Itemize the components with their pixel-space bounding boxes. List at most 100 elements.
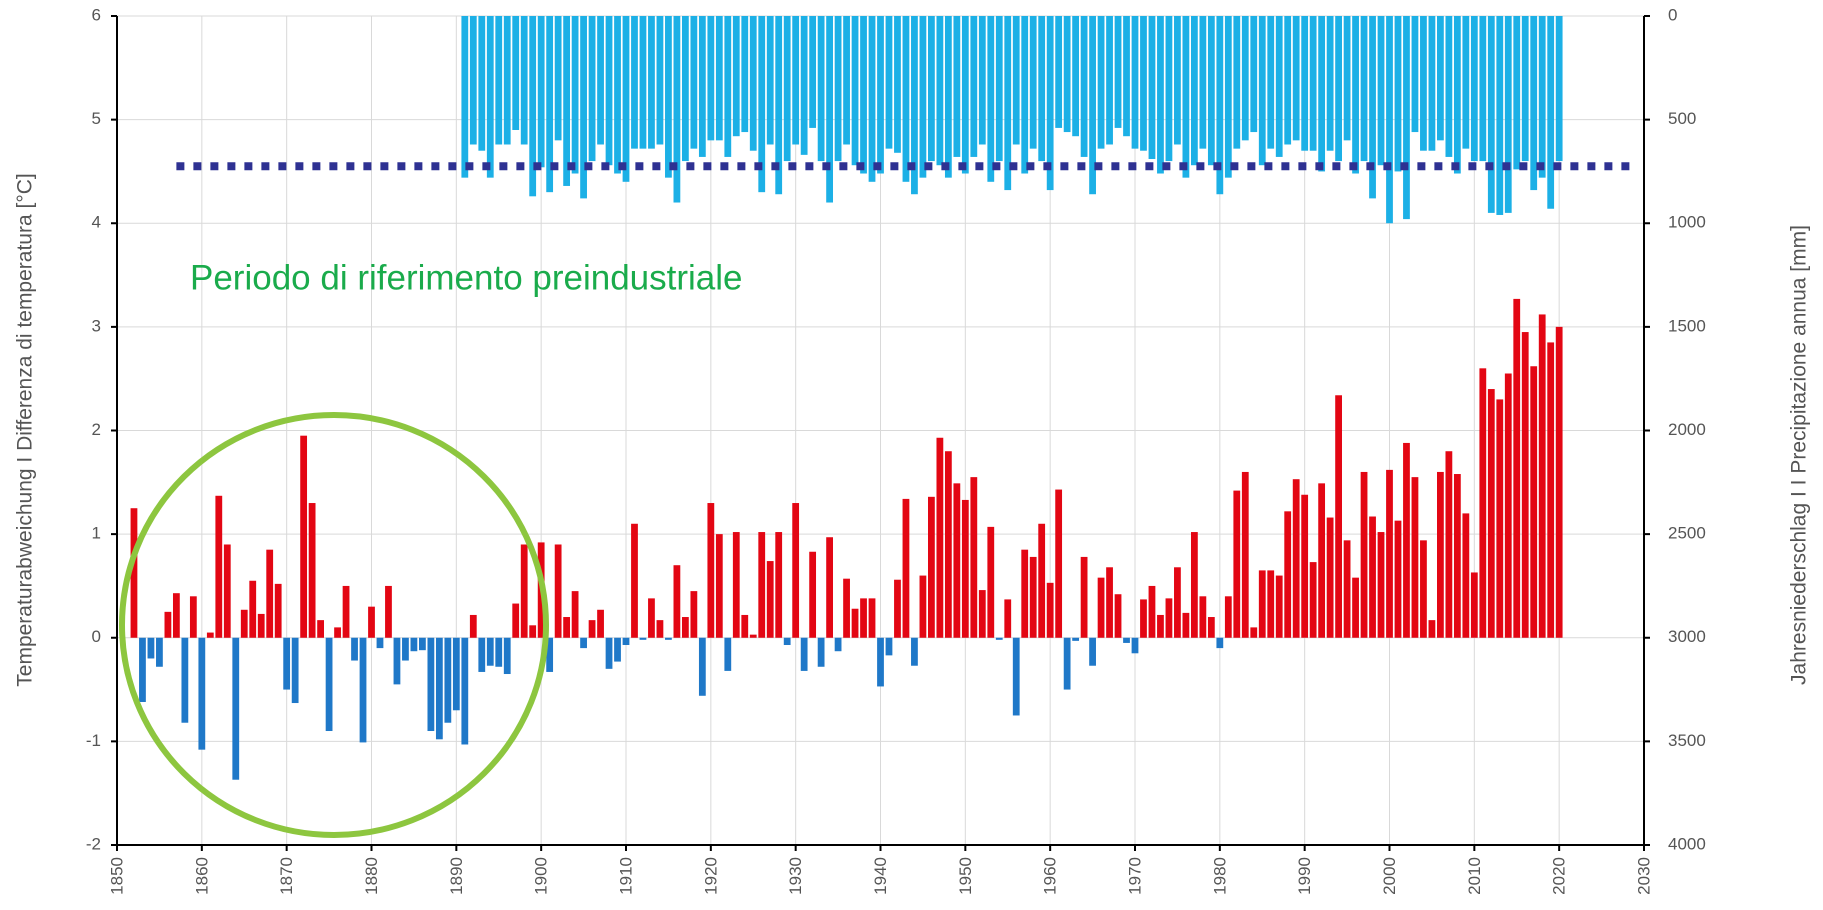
temperature-bar [1174, 567, 1181, 638]
temperature-bar [206, 632, 214, 638]
precipitation-bar [546, 16, 554, 193]
temperature-bar [1258, 570, 1266, 638]
precipitation-bar [911, 16, 918, 195]
temperature-bar [970, 477, 978, 638]
precipitation-bar [1275, 16, 1283, 157]
precipitation-bar [614, 16, 621, 174]
y-tick-label: 4 [92, 213, 101, 232]
temperature-bar [944, 451, 952, 638]
temperature-bar [1513, 298, 1521, 638]
temperature-bar [563, 617, 571, 638]
temperature-bar [520, 544, 528, 638]
precipitation-bar [919, 16, 927, 178]
temperature-bar [978, 590, 986, 638]
temperature-bar [291, 637, 299, 704]
precipitation-bar [961, 16, 969, 174]
temperature-bar [1267, 570, 1275, 638]
temperature-bar [427, 637, 435, 732]
temperature-bar [673, 565, 681, 638]
precipitation-bar [1504, 16, 1512, 213]
precipitation-bar [1029, 16, 1037, 149]
precipitation-bar [605, 16, 613, 166]
precipitation-bar [1004, 16, 1012, 191]
temperature-bar [800, 637, 808, 671]
temperature-bar [953, 483, 961, 638]
temperature-bar [232, 637, 240, 780]
precipitation-bar [1411, 16, 1419, 133]
precipitation-bar [877, 16, 884, 174]
temperature-bar [826, 537, 833, 638]
temperature-bar [1555, 326, 1563, 638]
x-tick-label: 1990 [1295, 857, 1314, 895]
temperature-bar [588, 620, 596, 638]
temperature-bar [308, 503, 316, 638]
precipitation-bar [1241, 16, 1249, 141]
temperature-bar [1250, 627, 1258, 638]
temperature-bar [809, 551, 817, 638]
precipitation-bar [766, 16, 774, 145]
temperature-bar [181, 637, 189, 723]
precipitation-bar [944, 16, 952, 178]
y2-axis-label: Jahresniederschlag I I Precipitazione an… [1788, 225, 1811, 685]
y-tick-label: 3 [92, 316, 101, 335]
precipitation-bar [1369, 16, 1376, 199]
temperature-bar [885, 637, 893, 656]
precipitation-bar [1148, 16, 1156, 160]
temperature-bar [894, 579, 901, 638]
temperature-bar [1165, 598, 1173, 638]
precipitation-bar [1420, 16, 1427, 151]
precipitation-bar [580, 16, 587, 199]
temperature-bar [707, 503, 715, 638]
precipitation-bar [1462, 16, 1470, 149]
precipitation-bar [1174, 16, 1181, 145]
temperature-bar [1123, 637, 1130, 643]
precipitation-bar [1080, 16, 1088, 157]
temperature-bar [368, 606, 375, 638]
precipitation-bar [851, 16, 859, 166]
temperature-bar [486, 637, 494, 666]
x-tick-label: 2000 [1380, 857, 1399, 895]
temperature-bar [1309, 562, 1317, 638]
temperature-bar [749, 634, 757, 638]
temperature-bar [1411, 477, 1419, 638]
y-tick-label: 2 [92, 420, 101, 439]
x-tick-label: 1970 [1125, 857, 1144, 895]
temperature-bar [215, 495, 223, 638]
temperature-bar [783, 637, 791, 646]
y-tick-label: -1 [86, 731, 101, 750]
precipitation-bar [1250, 16, 1258, 133]
precipitation-bar [1199, 16, 1207, 149]
precipitation-bar [1123, 16, 1130, 137]
temperature-bar [1530, 366, 1538, 638]
temperature-bar [385, 585, 392, 638]
temperature-bar [843, 578, 850, 638]
temperature-bar [130, 508, 138, 638]
temperature-bar [1453, 474, 1461, 638]
precipitation-bar [928, 16, 935, 162]
precipitation-bar [732, 16, 740, 137]
temperature-bar [1496, 399, 1504, 638]
precipitation-bar [902, 16, 910, 182]
temperature-bar [1352, 577, 1359, 638]
x-tick-label: 1890 [447, 857, 466, 895]
temperature-bar [1216, 637, 1224, 649]
precipitation-bar [690, 16, 698, 149]
temperature-bar [1207, 617, 1215, 638]
precipitation-bar [826, 16, 833, 203]
temperature-bar [758, 532, 766, 638]
temperature-bar [1538, 314, 1546, 638]
temperature-bar [1377, 532, 1385, 638]
temperature-bar [817, 637, 825, 667]
precipitation-bar [1428, 16, 1436, 151]
temperature-bar [274, 583, 282, 638]
temperature-bar [223, 544, 231, 638]
temperature-bar [732, 532, 740, 638]
x-tick-label: 1850 [107, 857, 126, 895]
precipitation-bar [537, 16, 545, 168]
y-tick-label: 0 [92, 627, 101, 646]
precipitation-bar [987, 16, 995, 182]
precipitation-bar [631, 16, 638, 149]
temperature-bar [317, 620, 324, 638]
y2-tick-label: 1500 [1668, 316, 1706, 335]
